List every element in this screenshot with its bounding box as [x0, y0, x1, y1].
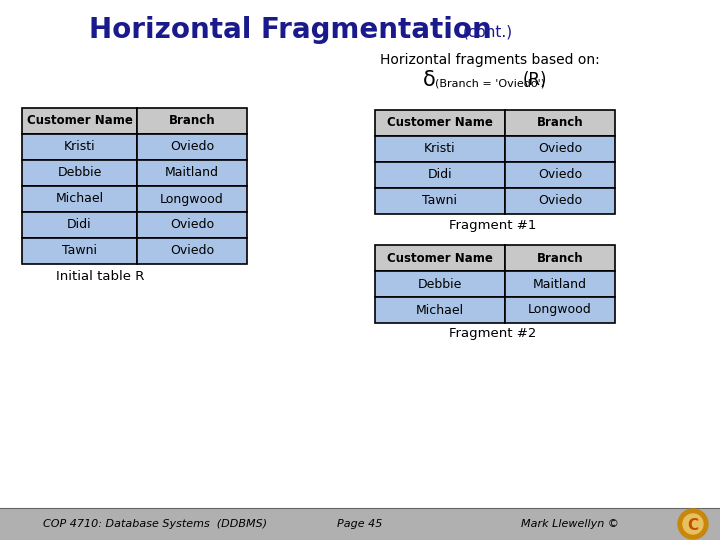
Bar: [505, 271, 615, 297]
Bar: [505, 188, 615, 214]
Text: Oviedo: Oviedo: [538, 194, 582, 207]
Text: Didi: Didi: [67, 219, 92, 232]
Text: Branch: Branch: [536, 252, 583, 265]
Bar: [0, 508, 720, 540]
Text: Longwood: Longwood: [160, 192, 224, 206]
Bar: [505, 245, 615, 271]
Text: COP 4710: Database Systems  (DDBMS): COP 4710: Database Systems (DDBMS): [43, 519, 267, 529]
Bar: [137, 134, 247, 160]
Bar: [375, 245, 505, 271]
Bar: [505, 136, 615, 162]
Bar: [22, 108, 137, 134]
Text: Oviedo: Oviedo: [170, 140, 214, 153]
Text: Oviedo: Oviedo: [538, 143, 582, 156]
Text: Customer Name: Customer Name: [27, 114, 132, 127]
Bar: [505, 297, 615, 323]
Text: Customer Name: Customer Name: [387, 252, 493, 265]
Text: Horizontal fragments based on:: Horizontal fragments based on:: [380, 53, 600, 67]
Bar: [22, 186, 137, 212]
Bar: [22, 238, 137, 264]
Text: Didi: Didi: [428, 168, 452, 181]
Bar: [505, 162, 615, 188]
Bar: [137, 212, 247, 238]
Text: Michael: Michael: [55, 192, 104, 206]
Text: Initial table R: Initial table R: [56, 271, 144, 284]
Bar: [375, 188, 505, 214]
Text: (cont.): (cont.): [463, 24, 513, 39]
Bar: [22, 212, 137, 238]
Bar: [375, 162, 505, 188]
Text: Mark Llewellyn ©: Mark Llewellyn ©: [521, 519, 619, 529]
Text: Tawni: Tawni: [62, 245, 97, 258]
Text: (Branch = 'Oviedo'): (Branch = 'Oviedo'): [435, 79, 545, 89]
Bar: [375, 110, 505, 136]
Bar: [375, 297, 505, 323]
Text: Michael: Michael: [416, 303, 464, 316]
Text: Maitland: Maitland: [533, 278, 587, 291]
Text: Longwood: Longwood: [528, 303, 592, 316]
Text: Fragment #1: Fragment #1: [449, 219, 536, 232]
Text: (R): (R): [523, 71, 547, 89]
Text: Page 45: Page 45: [337, 519, 383, 529]
Text: Maitland: Maitland: [165, 166, 219, 179]
Text: Fragment #2: Fragment #2: [449, 327, 536, 340]
Text: Debbie: Debbie: [418, 278, 462, 291]
Circle shape: [683, 514, 703, 534]
Text: Oviedo: Oviedo: [170, 219, 214, 232]
Bar: [22, 134, 137, 160]
Text: Kristi: Kristi: [63, 140, 95, 153]
Text: C: C: [688, 518, 698, 534]
Bar: [137, 108, 247, 134]
Text: Horizontal Fragmentation: Horizontal Fragmentation: [89, 16, 491, 44]
Text: Customer Name: Customer Name: [387, 117, 493, 130]
Bar: [375, 271, 505, 297]
Bar: [22, 160, 137, 186]
Text: Tawni: Tawni: [423, 194, 457, 207]
Bar: [505, 110, 615, 136]
Text: Oviedo: Oviedo: [538, 168, 582, 181]
Bar: [137, 238, 247, 264]
Text: δ: δ: [423, 70, 436, 90]
Circle shape: [678, 509, 708, 539]
Bar: [137, 186, 247, 212]
Text: Oviedo: Oviedo: [170, 245, 214, 258]
Text: Branch: Branch: [168, 114, 215, 127]
Bar: [375, 136, 505, 162]
Text: Debbie: Debbie: [58, 166, 102, 179]
Text: Kristi: Kristi: [424, 143, 456, 156]
Bar: [137, 160, 247, 186]
Text: Branch: Branch: [536, 117, 583, 130]
